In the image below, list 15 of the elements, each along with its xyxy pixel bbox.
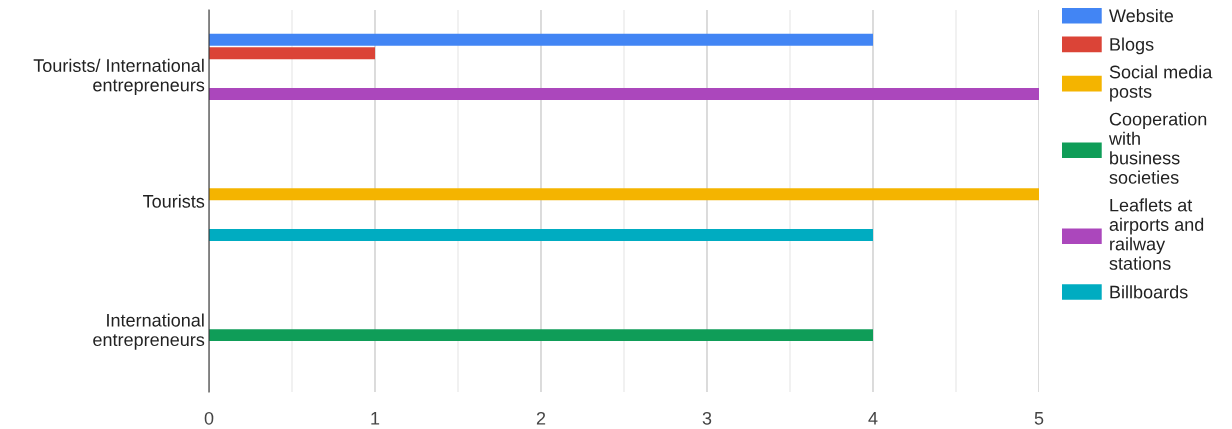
x-tick-label: 1 (371, 412, 380, 425)
x-tick-label: 2 (536, 411, 546, 425)
legend-label: Blogs (1110, 37, 1154, 55)
y-tick-label: Tourists (143, 194, 205, 208)
y-tick-label: Tourists/ International entrepreneurs (33, 58, 205, 95)
x-tick-label: 5 (1034, 412, 1044, 425)
x-tick-label: 3 (702, 411, 712, 425)
x-tick-label: 4 (868, 412, 878, 425)
legend-label: Leaflets at airports and railway stations (1109, 198, 1204, 270)
legend-label: Website (1109, 8, 1174, 23)
legend-label: Billboards (1110, 285, 1188, 299)
y-tick-label: International entrepreneurs (93, 313, 205, 350)
legend-label: Cooperation with business societies (1108, 112, 1207, 184)
legend-label: Social media posts (1109, 65, 1213, 102)
x-tick-label: 0 (204, 411, 214, 425)
